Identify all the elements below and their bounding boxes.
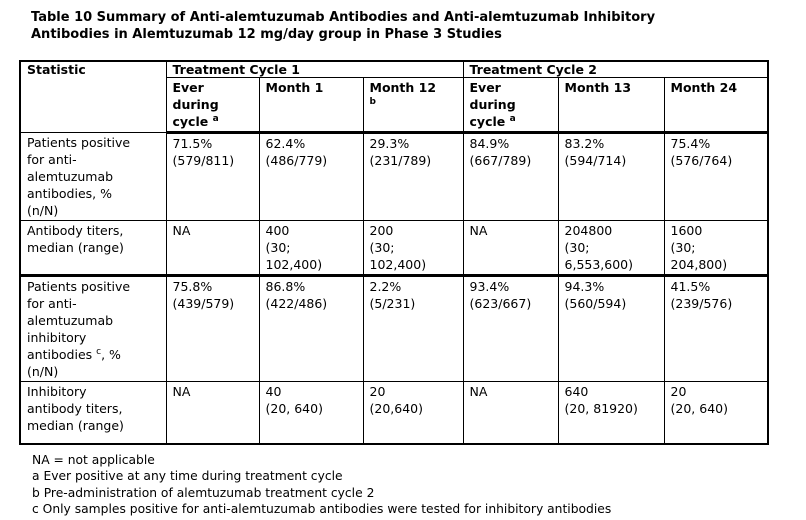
footnote-line: NA = not applicable: [32, 452, 155, 467]
column-header: Ever during cycle a: [165, 77, 260, 134]
value-cell: 40 (20, 640): [258, 381, 364, 444]
statistic-cell: Patients positive for anti- alemtuzumab …: [19, 132, 167, 221]
value-cell: 83.2% (594/714): [557, 132, 665, 221]
value-cell: 400 (30; 102,400): [258, 220, 364, 277]
column-header: Month 13: [557, 77, 665, 134]
value-cell: 1600 (30; 204,800): [663, 220, 769, 277]
antibody-summary-table: Statistic Treatment Cycle 1 Treatment Cycl…: [19, 60, 770, 445]
column-header: Month 1: [258, 77, 364, 134]
value-cell: 29.3% (231/789): [362, 132, 464, 221]
value-cell: NA: [165, 220, 260, 277]
value-cell: 93.4% (623/667): [462, 275, 559, 382]
value-cell: NA: [462, 381, 559, 444]
column-header: Month 24: [663, 77, 769, 134]
value-cell: 20 (20, 640): [663, 381, 769, 444]
group-header-cycle-1: Treatment Cycle 1: [165, 60, 464, 78]
statistic-cell: Antibody titers, median (range): [19, 220, 167, 277]
footnotes: NA = not applicable a Ever positive at an…: [32, 452, 786, 518]
value-cell: 75.4% (576/764): [663, 132, 769, 221]
value-cell: 84.9% (667/789): [462, 132, 559, 221]
value-cell: 41.5% (239/576): [663, 275, 769, 382]
value-cell: 204800 (30; 6,553,600): [557, 220, 665, 277]
value-cell: 640 (20, 81920): [557, 381, 665, 444]
footnote-marker: b: [369, 96, 376, 107]
value-cell: 71.5% (579/811): [165, 132, 260, 221]
table-body: Patients positive for anti- alemtuzumab …: [19, 132, 769, 444]
footnote-line: c Only samples positive for anti-alemtuz…: [32, 502, 612, 516]
group-header-cycle-2: Treatment Cycle 2: [462, 60, 769, 78]
table-header: Statistic Treatment Cycle 1 Treatment Cycl…: [19, 60, 769, 134]
table-row: Patients positive for anti- alemtuzumab …: [19, 132, 769, 221]
value-cell: NA: [462, 220, 559, 277]
value-cell: 200 (30; 102,400): [362, 220, 464, 277]
table-row: Patients positive for anti- alemtuzumab …: [19, 275, 769, 382]
value-cell: 94.3% (560/594): [557, 275, 665, 382]
statistic-cell: Patients positive for anti- alemtuzumab …: [19, 275, 167, 382]
column-header: Ever during cycle a: [462, 77, 559, 134]
footnote-marker: c: [96, 346, 102, 357]
value-cell: 20 (20,640): [362, 381, 464, 444]
value-cell: 75.8% (439/579): [165, 275, 260, 382]
value-cell: 86.8% (422/486): [258, 275, 364, 382]
column-header: Month 12 b: [362, 77, 464, 134]
footnote-marker: a: [212, 113, 219, 124]
footnote-line: b Pre-administration of alemtuzumab trea…: [32, 485, 375, 500]
footnote-marker: a: [509, 113, 516, 124]
table-row: Antibody titers, median (range) NA 400 (30…: [19, 220, 769, 277]
value-cell: 2.2% (5/231): [362, 275, 464, 382]
value-cell: 62.4% (486/779): [258, 132, 364, 221]
column-header-statistic: Statistic: [19, 60, 167, 133]
page-title: Table 10 Summary of Anti-alemtuzumab Ant…: [31, 10, 656, 42]
statistic-cell: Inhibitory antibody titers, median (rang…: [19, 381, 167, 444]
value-cell: NA: [165, 381, 260, 444]
table-row: Inhibitory antibody titers, median (rang…: [19, 381, 769, 444]
footnote-line: a Ever positive at any time during treat…: [32, 469, 343, 483]
